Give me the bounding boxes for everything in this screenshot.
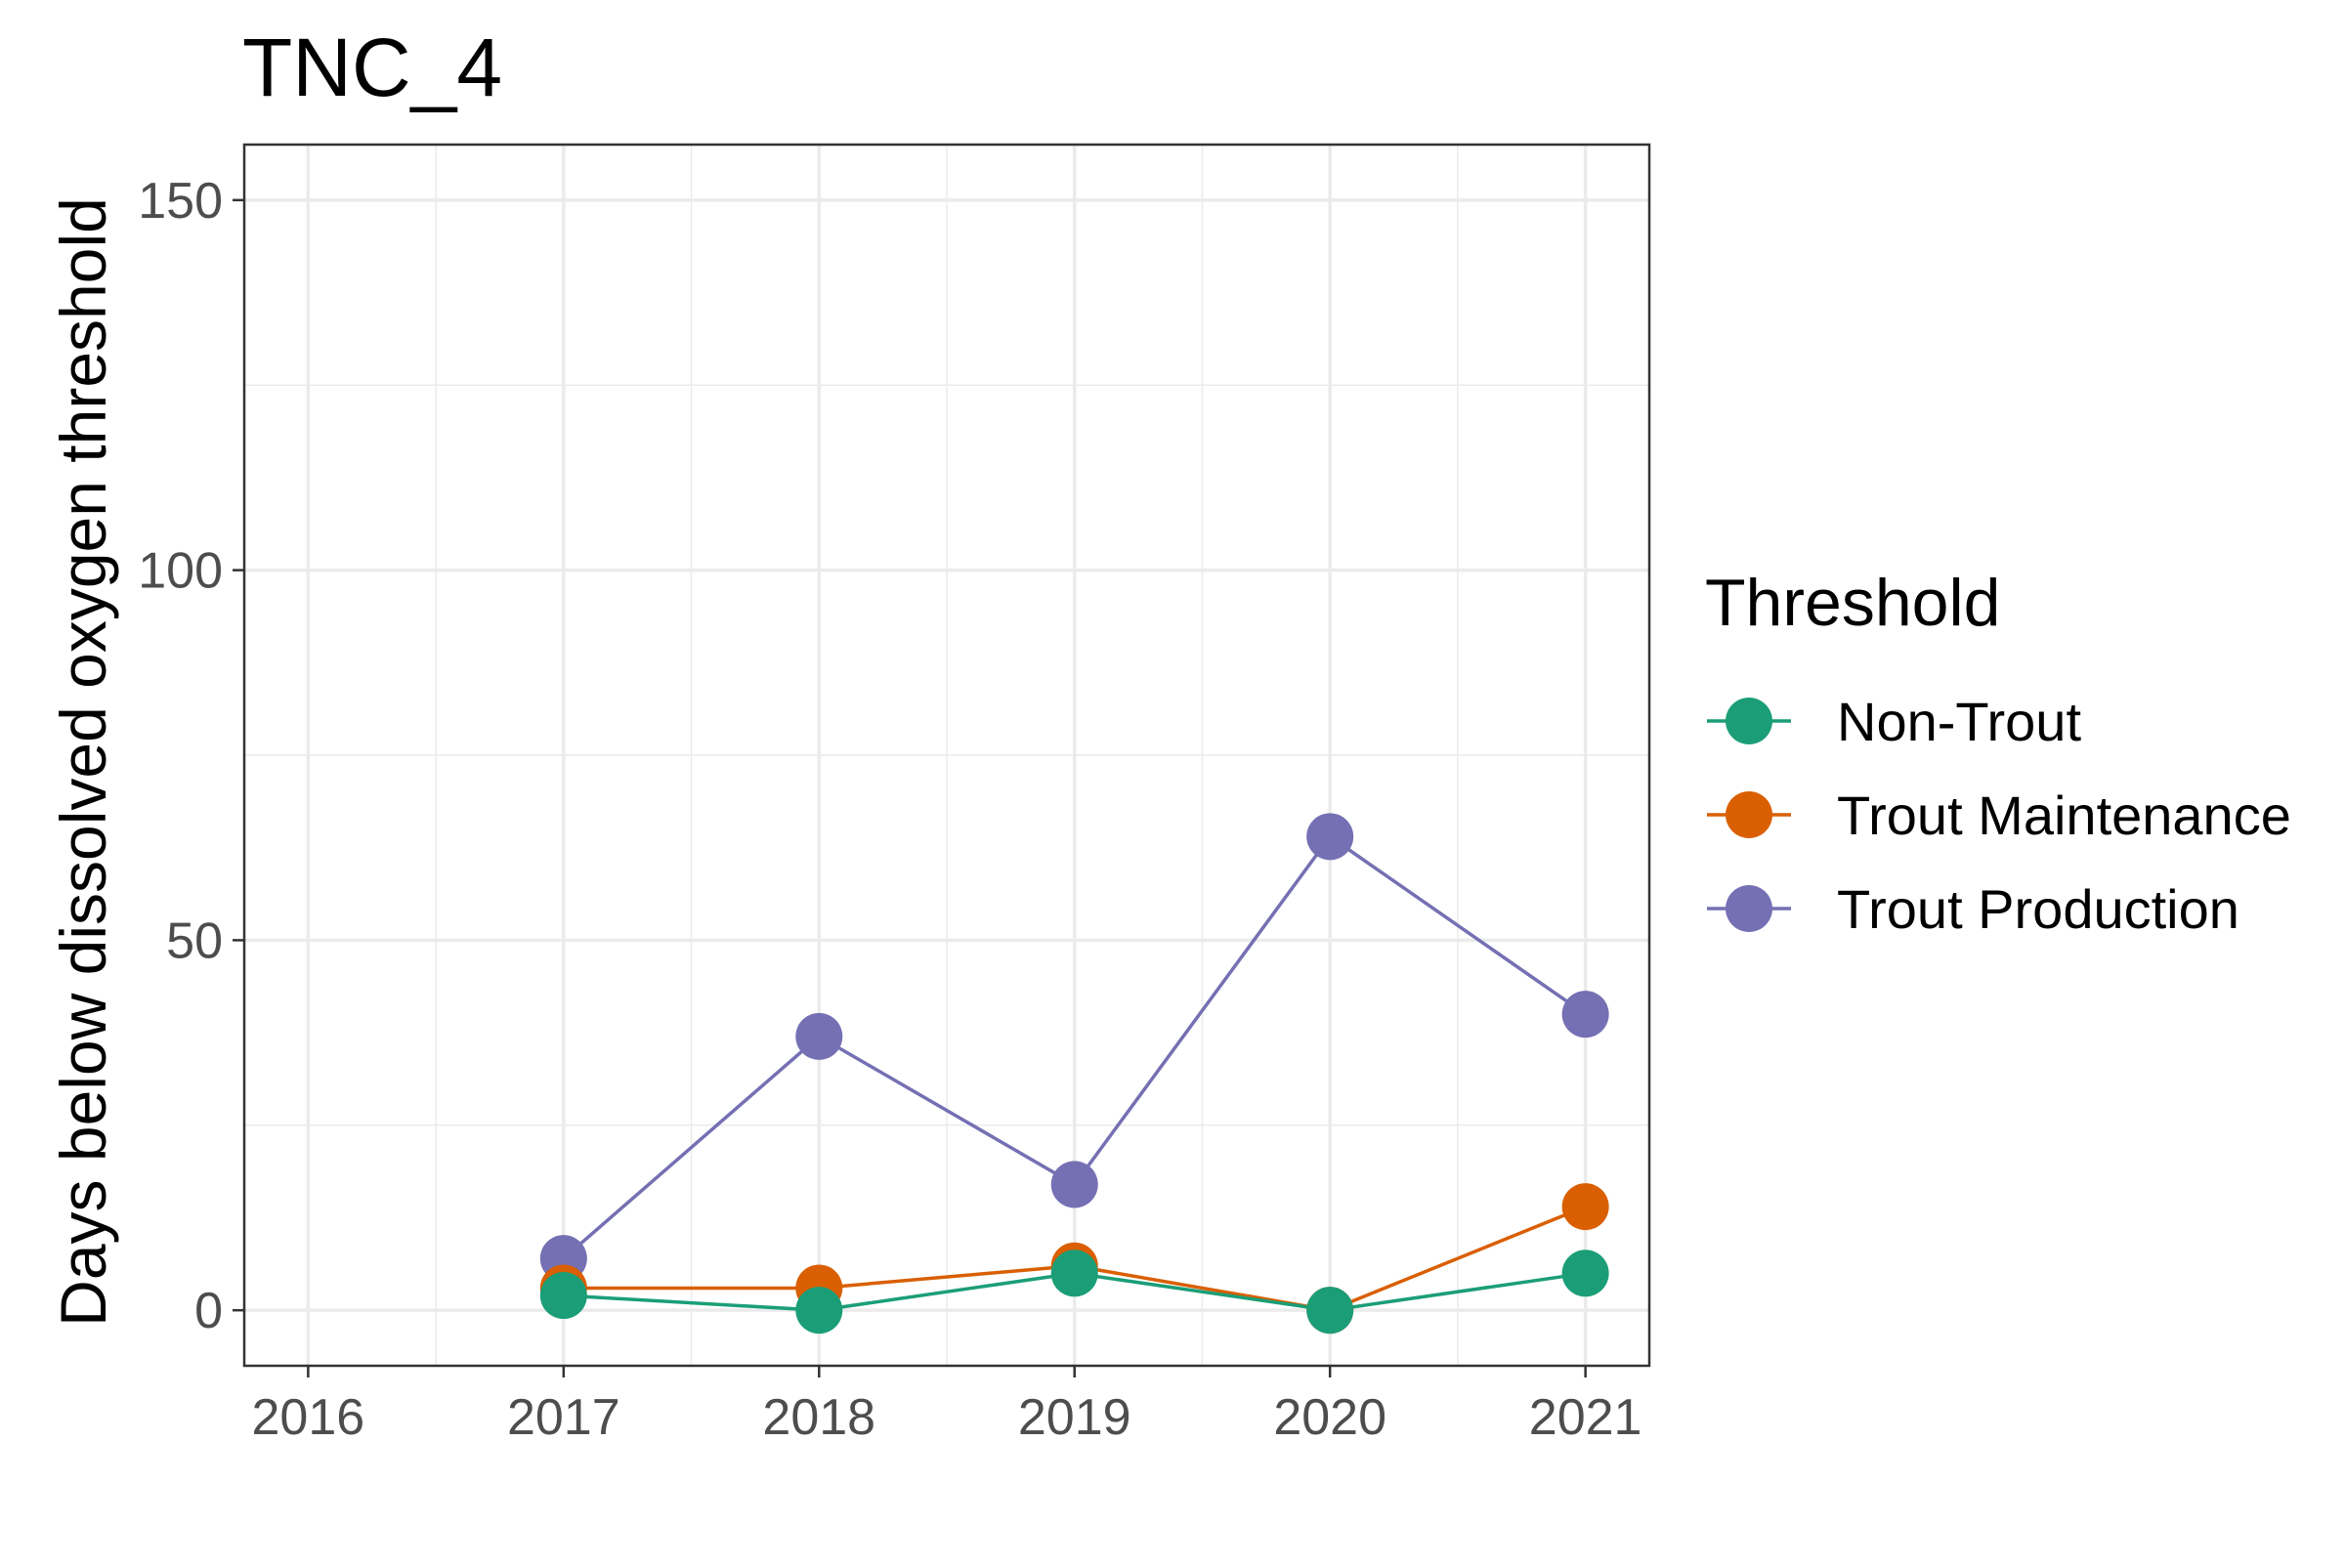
legend: Non-Trout Trout Maintenance Trout Producti… bbox=[1707, 691, 2291, 940]
x-tick-label: 2019 bbox=[1018, 1389, 1131, 1446]
y-tick-label: 150 bbox=[138, 173, 223, 230]
legend-label-trout-maintenance: Trout Maintenance bbox=[1837, 784, 2291, 846]
x-tick-label: 2016 bbox=[252, 1389, 365, 1446]
legend-key-point-trout-production bbox=[1726, 885, 1772, 932]
legend-key-point-trout-maintenance bbox=[1726, 791, 1772, 838]
data-point-non-trout bbox=[1050, 1250, 1098, 1297]
data-point-non-trout bbox=[539, 1272, 587, 1320]
grid-lines bbox=[244, 145, 1649, 1366]
data-point-trout-maintenance bbox=[1561, 1183, 1609, 1231]
x-tick-label: 2021 bbox=[1529, 1389, 1642, 1446]
axis-ticks: 2016 2017 2018 2019 2020 2021 0 50 100 150 bbox=[138, 173, 1642, 1446]
data-point-trout-production bbox=[795, 1012, 843, 1060]
x-tick-label: 2020 bbox=[1273, 1389, 1386, 1446]
y-tick-label: 50 bbox=[166, 912, 223, 969]
data-point-trout-production bbox=[1306, 813, 1354, 861]
data-point-non-trout bbox=[1306, 1287, 1354, 1335]
y-tick-label: 100 bbox=[138, 543, 223, 600]
y-tick-label: 0 bbox=[194, 1283, 223, 1339]
x-tick-label: 2018 bbox=[762, 1389, 875, 1446]
plot-panel-border bbox=[242, 143, 1651, 1368]
legend-label-trout-production: Trout Production bbox=[1837, 878, 2239, 940]
data-point-trout-production bbox=[1561, 991, 1609, 1038]
legend-title: Threshold bbox=[1705, 566, 2000, 640]
chart-title: TNC_4 bbox=[242, 21, 502, 113]
data-point-non-trout bbox=[795, 1287, 843, 1335]
legend-key-point-non-trout bbox=[1726, 698, 1772, 744]
y-axis-label: Days below dissolved oxygen threshold bbox=[47, 197, 119, 1327]
x-tick-label: 2017 bbox=[507, 1389, 620, 1446]
legend-label-non-trout: Non-Trout bbox=[1837, 691, 2081, 752]
data-point-non-trout bbox=[1561, 1250, 1609, 1297]
data-point-trout-production bbox=[1050, 1161, 1098, 1208]
series-layer bbox=[539, 813, 1609, 1335]
